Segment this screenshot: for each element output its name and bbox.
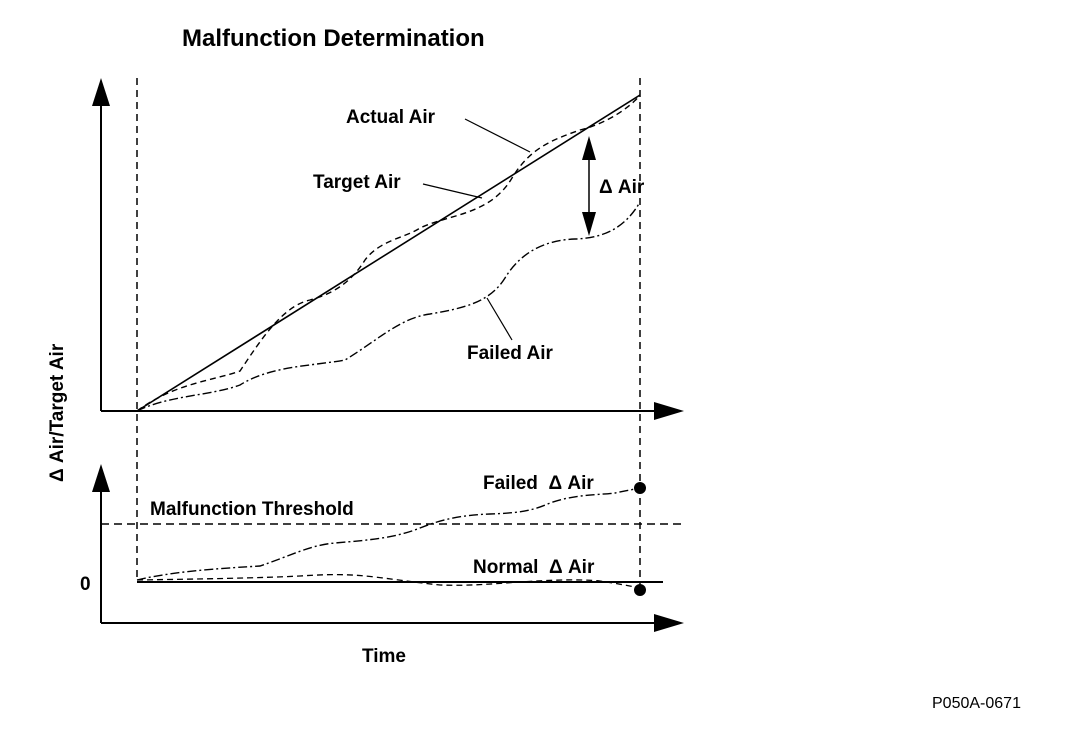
actual-air-leader	[464, 118, 531, 153]
y-axis-label: Δ Air/Target Air	[47, 343, 68, 482]
failed-air-label: Failed Air	[467, 343, 553, 364]
normal-delta-air-curve	[136, 573, 641, 589]
failed-air-leader	[486, 297, 513, 341]
target-air-leader	[422, 183, 483, 199]
figure-id: P050A-0671	[932, 695, 1021, 712]
diagram-title: Malfunction Determination	[182, 25, 485, 52]
failed-air-curve	[136, 201, 641, 412]
malfunction-threshold-label: Malfunction Threshold	[150, 499, 354, 520]
delta-air-arrow	[582, 136, 596, 236]
lower-y-arrow	[92, 464, 110, 492]
actual-air-curve	[136, 94, 641, 412]
zero-label: 0	[80, 574, 91, 595]
target-air-label: Target Air	[313, 172, 401, 193]
upper-panel-axes	[92, 78, 684, 420]
failed-delta-end-point	[634, 482, 646, 494]
normal-delta-end-point	[634, 584, 646, 596]
x-axis-label: Time	[362, 646, 406, 667]
upper-y-arrow	[92, 78, 110, 106]
delta-air-label: Δ Air	[599, 177, 645, 198]
actual-air-label: Actual Air	[346, 107, 436, 128]
lower-panel-axes	[92, 464, 684, 632]
failed-delta-air-label: Failed Δ Air	[483, 473, 594, 494]
target-air-line	[136, 94, 641, 412]
normal-delta-air-label: Normal Δ Air	[473, 557, 595, 578]
upper-x-arrow	[654, 402, 684, 420]
lower-x-arrow	[654, 614, 684, 632]
